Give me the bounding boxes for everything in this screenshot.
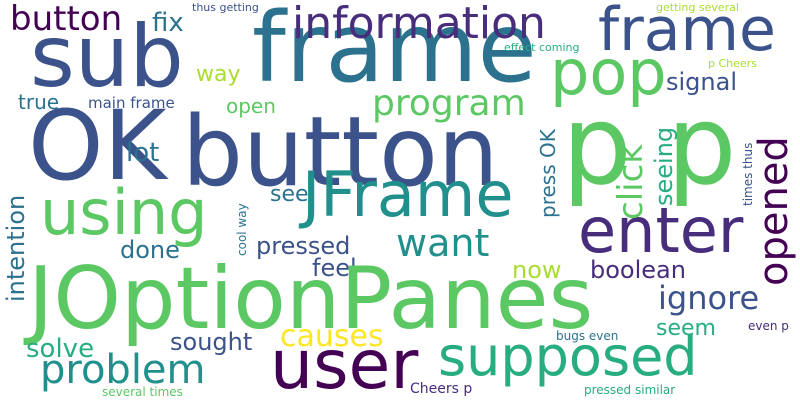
word-fix: fix [152,8,184,38]
word-main-frame: main frame [88,94,175,112]
word-signal: signal [666,68,737,96]
word-effect-coming: effect coming [504,41,580,54]
word-pressed-similar: pressed similar [584,383,676,397]
word-see: see [270,182,309,207]
word-want: want [396,221,490,265]
word-times-thus: times thus [741,142,755,206]
word-pressed: pressed [256,232,351,260]
word-seeing: seeing [650,126,678,206]
word-pp: p p [562,81,737,209]
word-ok: OK [28,90,167,202]
word-lot: lot [126,138,160,168]
word-enter: enter [578,194,744,267]
word-open: open [226,94,276,118]
word-boolean: boolean [590,256,686,284]
word-p-cheers: p Cheers [708,57,757,70]
word-frame-big: frame [252,0,537,104]
word-jframe: JFrame [302,158,514,231]
word-cool-way: cool way [235,203,249,256]
word-user: user [270,326,419,400]
word-sub: sub [30,7,184,107]
word-feel: feel [312,254,357,282]
word-true: true [18,90,60,114]
word-click: click [611,144,651,220]
word-done: done [120,236,180,264]
word-bugs-even: bugs even [556,329,619,343]
word-ignore: ignore [658,279,760,317]
word-opened: opened [751,136,797,286]
word-sought: sought [170,328,253,356]
word-even-p: even p [748,319,789,333]
word-way: way [196,62,241,87]
word-problem: problem [40,347,206,393]
word-seem: seem [656,316,716,341]
word-now: now [512,256,562,284]
word-thus-getting: thus getting [192,1,259,14]
word-intention: intention [2,194,30,302]
word-getting-several: getting several [656,1,739,14]
word-frame-right: frame [598,0,776,65]
word-joptionpanes: JOptionPanes [28,249,594,349]
word-information: information [292,0,546,49]
word-using: using [40,176,208,249]
word-solve: solve [26,334,95,364]
word-causes: causes [280,319,384,354]
word-program: program [372,83,526,124]
word-button-top: button [10,0,123,39]
word-supposed: supposed [438,325,698,388]
word-press-ok: press OK [536,129,560,218]
word-cheers-p: Cheers p [410,381,473,397]
word-several-times: several times [102,385,183,399]
word-pop: pop [550,36,667,109]
word-button-big: button [182,96,499,208]
